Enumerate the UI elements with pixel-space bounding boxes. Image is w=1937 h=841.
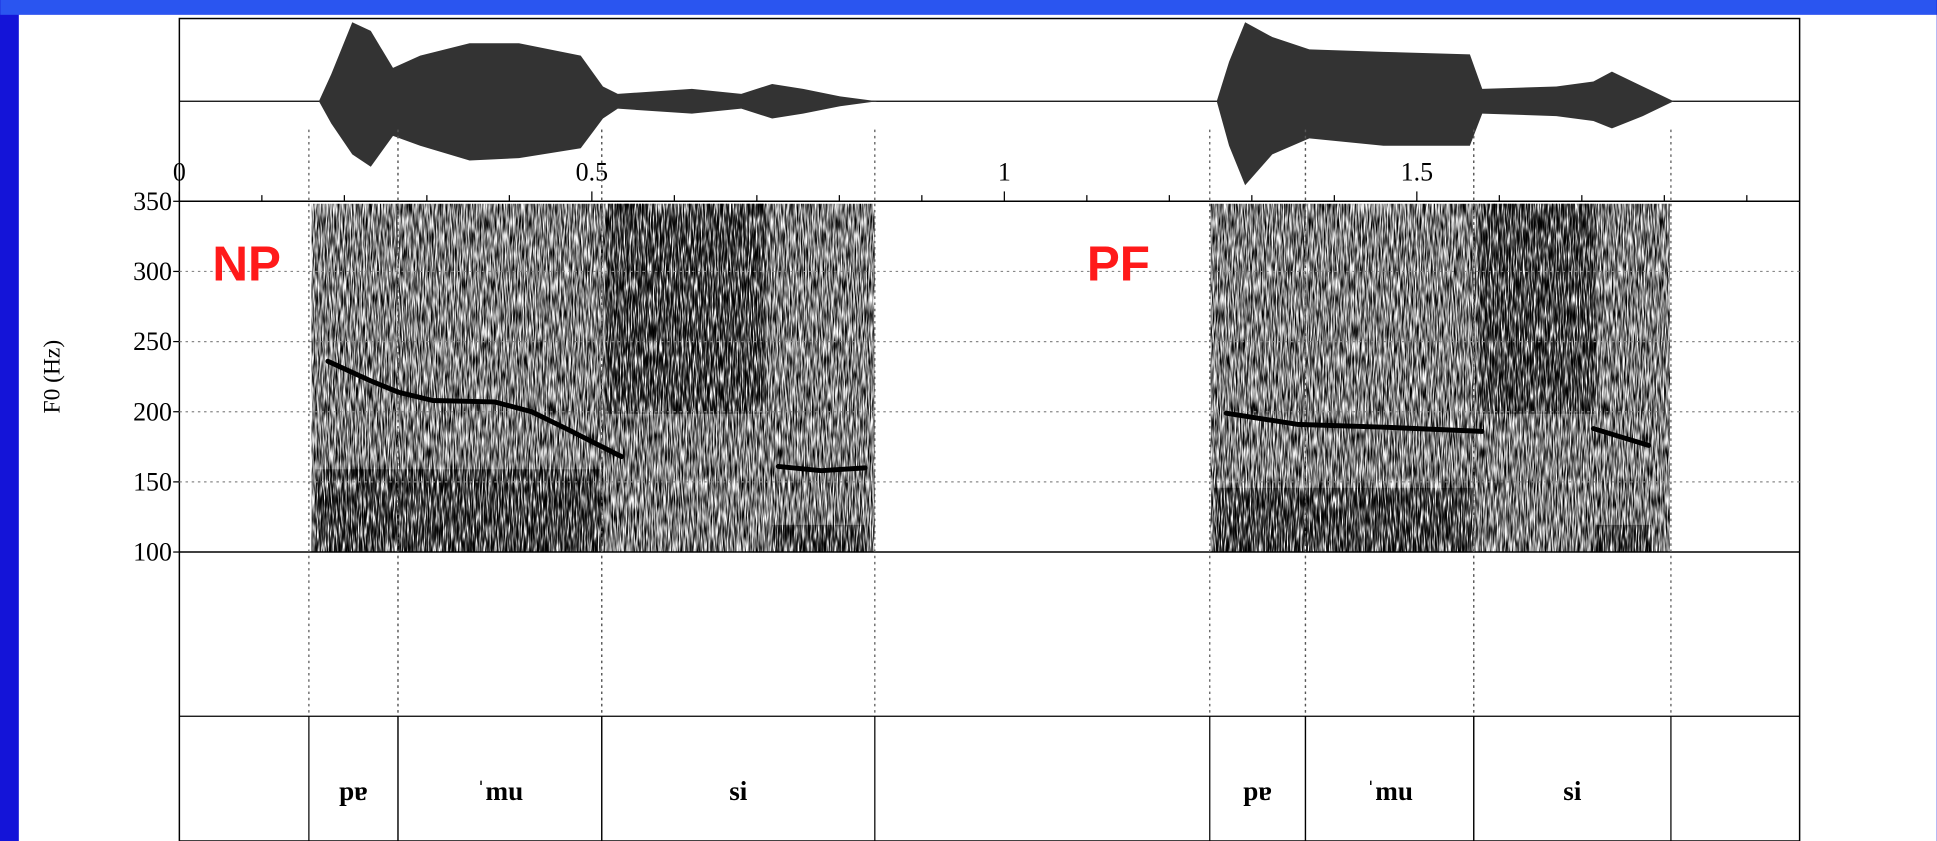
y-axis-label: F0 (Hz) (40, 340, 66, 414)
spectrogram (605, 204, 766, 414)
x-tick-label: 0 (173, 157, 186, 186)
top-band (0, 0, 1936, 15)
spectrogram (772, 525, 865, 552)
x-tick-label: 1 (998, 157, 1011, 186)
y-tick-label: 200 (133, 397, 172, 426)
segment-label: ˈmu (476, 776, 523, 806)
y-tick-label: 100 (133, 538, 172, 567)
x-tick-label: 0.5 (576, 157, 608, 186)
x-tick-label: 1.5 (1401, 157, 1433, 186)
spectrogram (1596, 525, 1652, 552)
annotation: NP (212, 236, 281, 291)
spectrogram (1214, 488, 1473, 552)
y-tick-label: 150 (133, 468, 172, 497)
spectrogram (1479, 204, 1596, 414)
page: {"chart_data": {"type": "line", "ylabel"… (0, 0, 1937, 841)
segment-label: si (729, 776, 748, 806)
segment-label: pɐ (339, 776, 368, 806)
segment-label: pɐ (1243, 776, 1272, 806)
annotation: PF (1087, 236, 1150, 291)
y-tick-label: 350 (133, 187, 172, 216)
y-tick-label: 250 (133, 327, 172, 356)
segment-label: si (1563, 776, 1582, 806)
segment-label: ˈmu (1366, 776, 1413, 806)
y-tick-label: 300 (133, 257, 172, 286)
figure: F0 (Hz) 100 150 200 250 300 3500 0.5 1 1.5 pɐ ˈmu s… (0, 0, 1937, 841)
